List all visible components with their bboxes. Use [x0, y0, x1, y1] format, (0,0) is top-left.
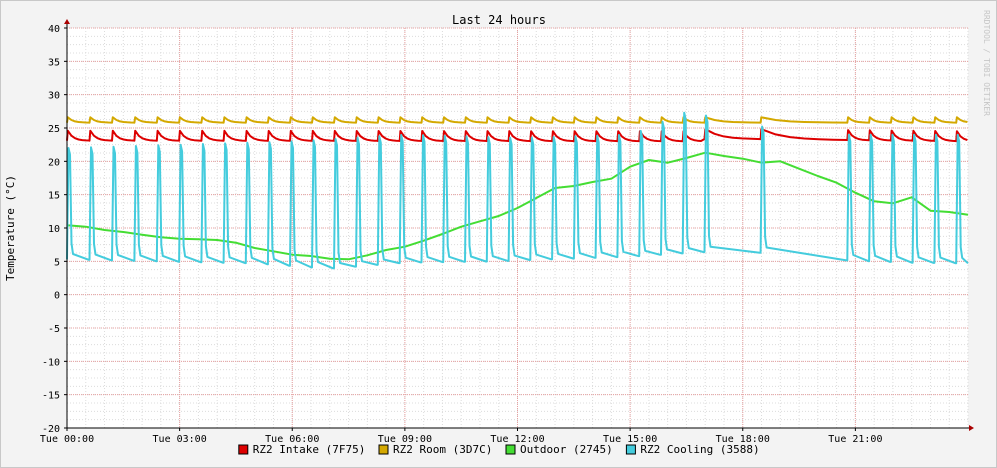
axes	[64, 19, 974, 431]
legend-label: Outdoor (2745)	[520, 443, 613, 456]
y-tick-label: 0	[54, 291, 60, 302]
y-tick-label: 25	[48, 124, 60, 135]
y-tick-label: 40	[48, 24, 60, 35]
x-tick-label: Tue 12:00	[490, 434, 544, 445]
y-tick-label: -5	[48, 324, 60, 335]
y-tick-label: -10	[42, 357, 60, 368]
legend-item: Outdoor (2745)	[505, 443, 613, 456]
legend-swatch	[625, 444, 636, 455]
legend-swatch	[378, 444, 389, 455]
series-line-0	[66, 128, 968, 143]
y-tick-label: 35	[48, 57, 60, 68]
y-tick-label: -15	[42, 391, 60, 402]
series-line-3	[66, 111, 969, 270]
y-tick-label: -20	[42, 424, 60, 435]
legend-label: RZ2 Cooling (3588)	[640, 443, 759, 456]
y-axis-arrow	[64, 19, 70, 24]
x-tick-label: Tue 06:00	[265, 434, 319, 445]
legend-item: RZ2 Intake (7F75)	[238, 443, 366, 456]
x-tick-label: Tue 00:00	[40, 434, 94, 445]
series-line-2	[66, 151, 969, 261]
chart-title: Last 24 hours	[452, 13, 546, 27]
x-tick-label: Tue 15:00	[603, 434, 657, 445]
series-layer	[66, 111, 969, 270]
x-tick-label: Tue 18:00	[716, 434, 770, 445]
x-tick-label: Tue 03:00	[153, 434, 207, 445]
legend-label: RZ2 Room (3D7C)	[393, 443, 492, 456]
y-tick-label: 10	[48, 224, 60, 235]
x-axis-arrow	[969, 425, 974, 431]
y-tick-label: 30	[48, 91, 60, 102]
legend-swatch	[238, 444, 249, 455]
y-tick-label: 20	[48, 157, 60, 168]
y-tick-label: 15	[48, 191, 60, 202]
y-axis-label: Temperature (°C)	[4, 175, 17, 281]
x-tick-label: Tue 09:00	[378, 434, 432, 445]
legend-item: RZ2 Room (3D7C)	[378, 443, 492, 456]
legend: RZ2 Intake (7F75) RZ2 Room (3D7C) Outdoor …	[238, 443, 760, 456]
y-tick-label: 5	[54, 257, 60, 268]
rrdtool-watermark: RRDTOOL / TOBI OETIKER	[982, 10, 991, 116]
legend-swatch	[505, 444, 516, 455]
y-tick-labels: 40 35 30 25 20 15 10 5 0 -5 -10 -15 -20	[42, 24, 60, 435]
legend-label: RZ2 Intake (7F75)	[253, 443, 366, 456]
x-tick-label: Tue 21:00	[828, 434, 882, 445]
legend-item: RZ2 Cooling (3588)	[625, 443, 760, 456]
series-line-1	[66, 116, 968, 124]
x-tick-labels: Tue 00:00 Tue 03:00 Tue 06:00 Tue 09:00 Tue …	[40, 434, 883, 445]
